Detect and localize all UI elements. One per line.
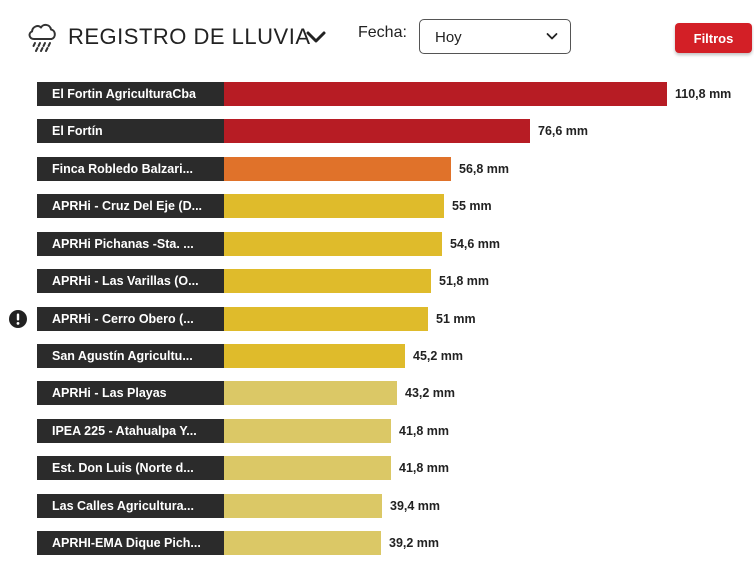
exclamation-circle-icon[interactable] <box>9 309 27 328</box>
page-title: REGISTRO DE LLUVIA <box>68 24 311 49</box>
chart-row: APRHi Pichanas -Sta. ... 54,6 mm <box>0 231 754 256</box>
rainfall-bar <box>224 343 405 368</box>
chart-row: APRHi - Cruz Del Eje (D... 55 mm <box>0 194 754 219</box>
station-label[interactable]: Finca Robledo Balzari... <box>37 156 224 181</box>
rainfall-bar <box>224 269 431 294</box>
rainfall-value-label: 51 mm <box>436 311 476 326</box>
station-label[interactable]: APRHi Pichanas -Sta. ... <box>37 231 224 256</box>
station-label[interactable]: San Agustín Agricultu... <box>37 343 224 368</box>
rainfall-bar <box>224 82 667 106</box>
chart-row: Finca Robledo Balzari... 56,8 mm <box>0 156 754 181</box>
rainfall-value-label: 54,6 mm <box>450 236 501 251</box>
station-label[interactable]: APRHI-EMA Dique Pich... <box>37 531 224 556</box>
station-label[interactable]: El Fortín <box>37 119 224 144</box>
rainfall-bar <box>224 194 444 219</box>
station-label[interactable]: APRHi - Las Varillas (O... <box>37 269 224 294</box>
rainfall-value-label: 39,2 mm <box>389 536 440 551</box>
chart-row: IPEA 225 - Atahualpa Y... 41,8 mm <box>0 418 754 443</box>
rainfall-bar <box>224 306 428 331</box>
chart-row: APRHi - Las Varillas (O... 51,8 mm <box>0 269 754 294</box>
date-select[interactable]: Hoy <box>419 19 571 54</box>
rainfall-value-label: 76,6 mm <box>538 124 589 139</box>
station-label[interactable]: APRHi - Cerro Obero (... <box>37 306 224 331</box>
chart-row: APRHi - Las Playas 43,2 mm <box>0 381 754 406</box>
station-label[interactable]: APRHi - Las Playas <box>37 381 224 406</box>
rainfall-value-label: 110,8 mm <box>675 87 732 101</box>
date-label: Fecha: <box>358 24 407 41</box>
rainfall-bar <box>224 531 381 556</box>
station-label[interactable]: Est. Don Luis (Norte d... <box>37 456 224 481</box>
rainfall-bar <box>224 418 391 443</box>
rainfall-bar <box>224 119 530 144</box>
rainfall-bar <box>224 456 391 481</box>
chart-row: APRHI-EMA Dique Pich... 39,2 mm <box>0 531 754 556</box>
header: REGISTRO DE LLUVIA Fecha: Hoy Filtros <box>0 0 754 70</box>
chart-row: San Agustín Agricultu... 45,2 mm <box>0 343 754 368</box>
chart-row: Las Calles Agricultura... 39,4 mm <box>0 493 754 518</box>
rainfall-value-label: 39,4 mm <box>390 498 441 513</box>
filters-button[interactable]: Filtros <box>675 23 752 53</box>
station-label[interactable]: IPEA 225 - Atahualpa Y... <box>37 418 224 443</box>
chevron-down-icon <box>546 33 558 40</box>
chart-row: Est. Don Luis (Norte d... 41,8 mm <box>0 456 754 481</box>
rainfall-bar <box>224 156 451 181</box>
rainfall-bar <box>224 493 382 518</box>
date-select-value: Hoy <box>435 29 462 46</box>
rainfall-bar <box>224 381 397 406</box>
station-label[interactable]: APRHi - Cruz Del Eje (D... <box>37 194 224 219</box>
rainfall-value-label: 43,2 mm <box>405 386 456 401</box>
station-label[interactable]: El Fortin AgriculturaCba <box>37 82 224 106</box>
rain-cloud-icon <box>28 23 56 52</box>
rainfall-value-label: 41,8 mm <box>399 423 450 438</box>
station-label[interactable]: Las Calles Agricultura... <box>37 493 224 518</box>
rainfall-value-label: 45,2 mm <box>413 348 464 363</box>
chart-row: APRHi - Cerro Obero (... 51 mm <box>0 306 754 331</box>
rainfall-value-label: 41,8 mm <box>399 461 450 476</box>
rainfall-value-label: 55 mm <box>452 199 492 214</box>
rainfall-value-label: 51,8 mm <box>439 274 490 289</box>
chart-row: El Fortin AgriculturaCba 110,8 mm <box>0 82 754 106</box>
chevron-down-icon[interactable] <box>305 29 327 45</box>
chart-row: El Fortín 76,6 mm <box>0 119 754 144</box>
rainfall-value-label: 56,8 mm <box>459 161 510 176</box>
rainfall-bar <box>224 231 442 256</box>
